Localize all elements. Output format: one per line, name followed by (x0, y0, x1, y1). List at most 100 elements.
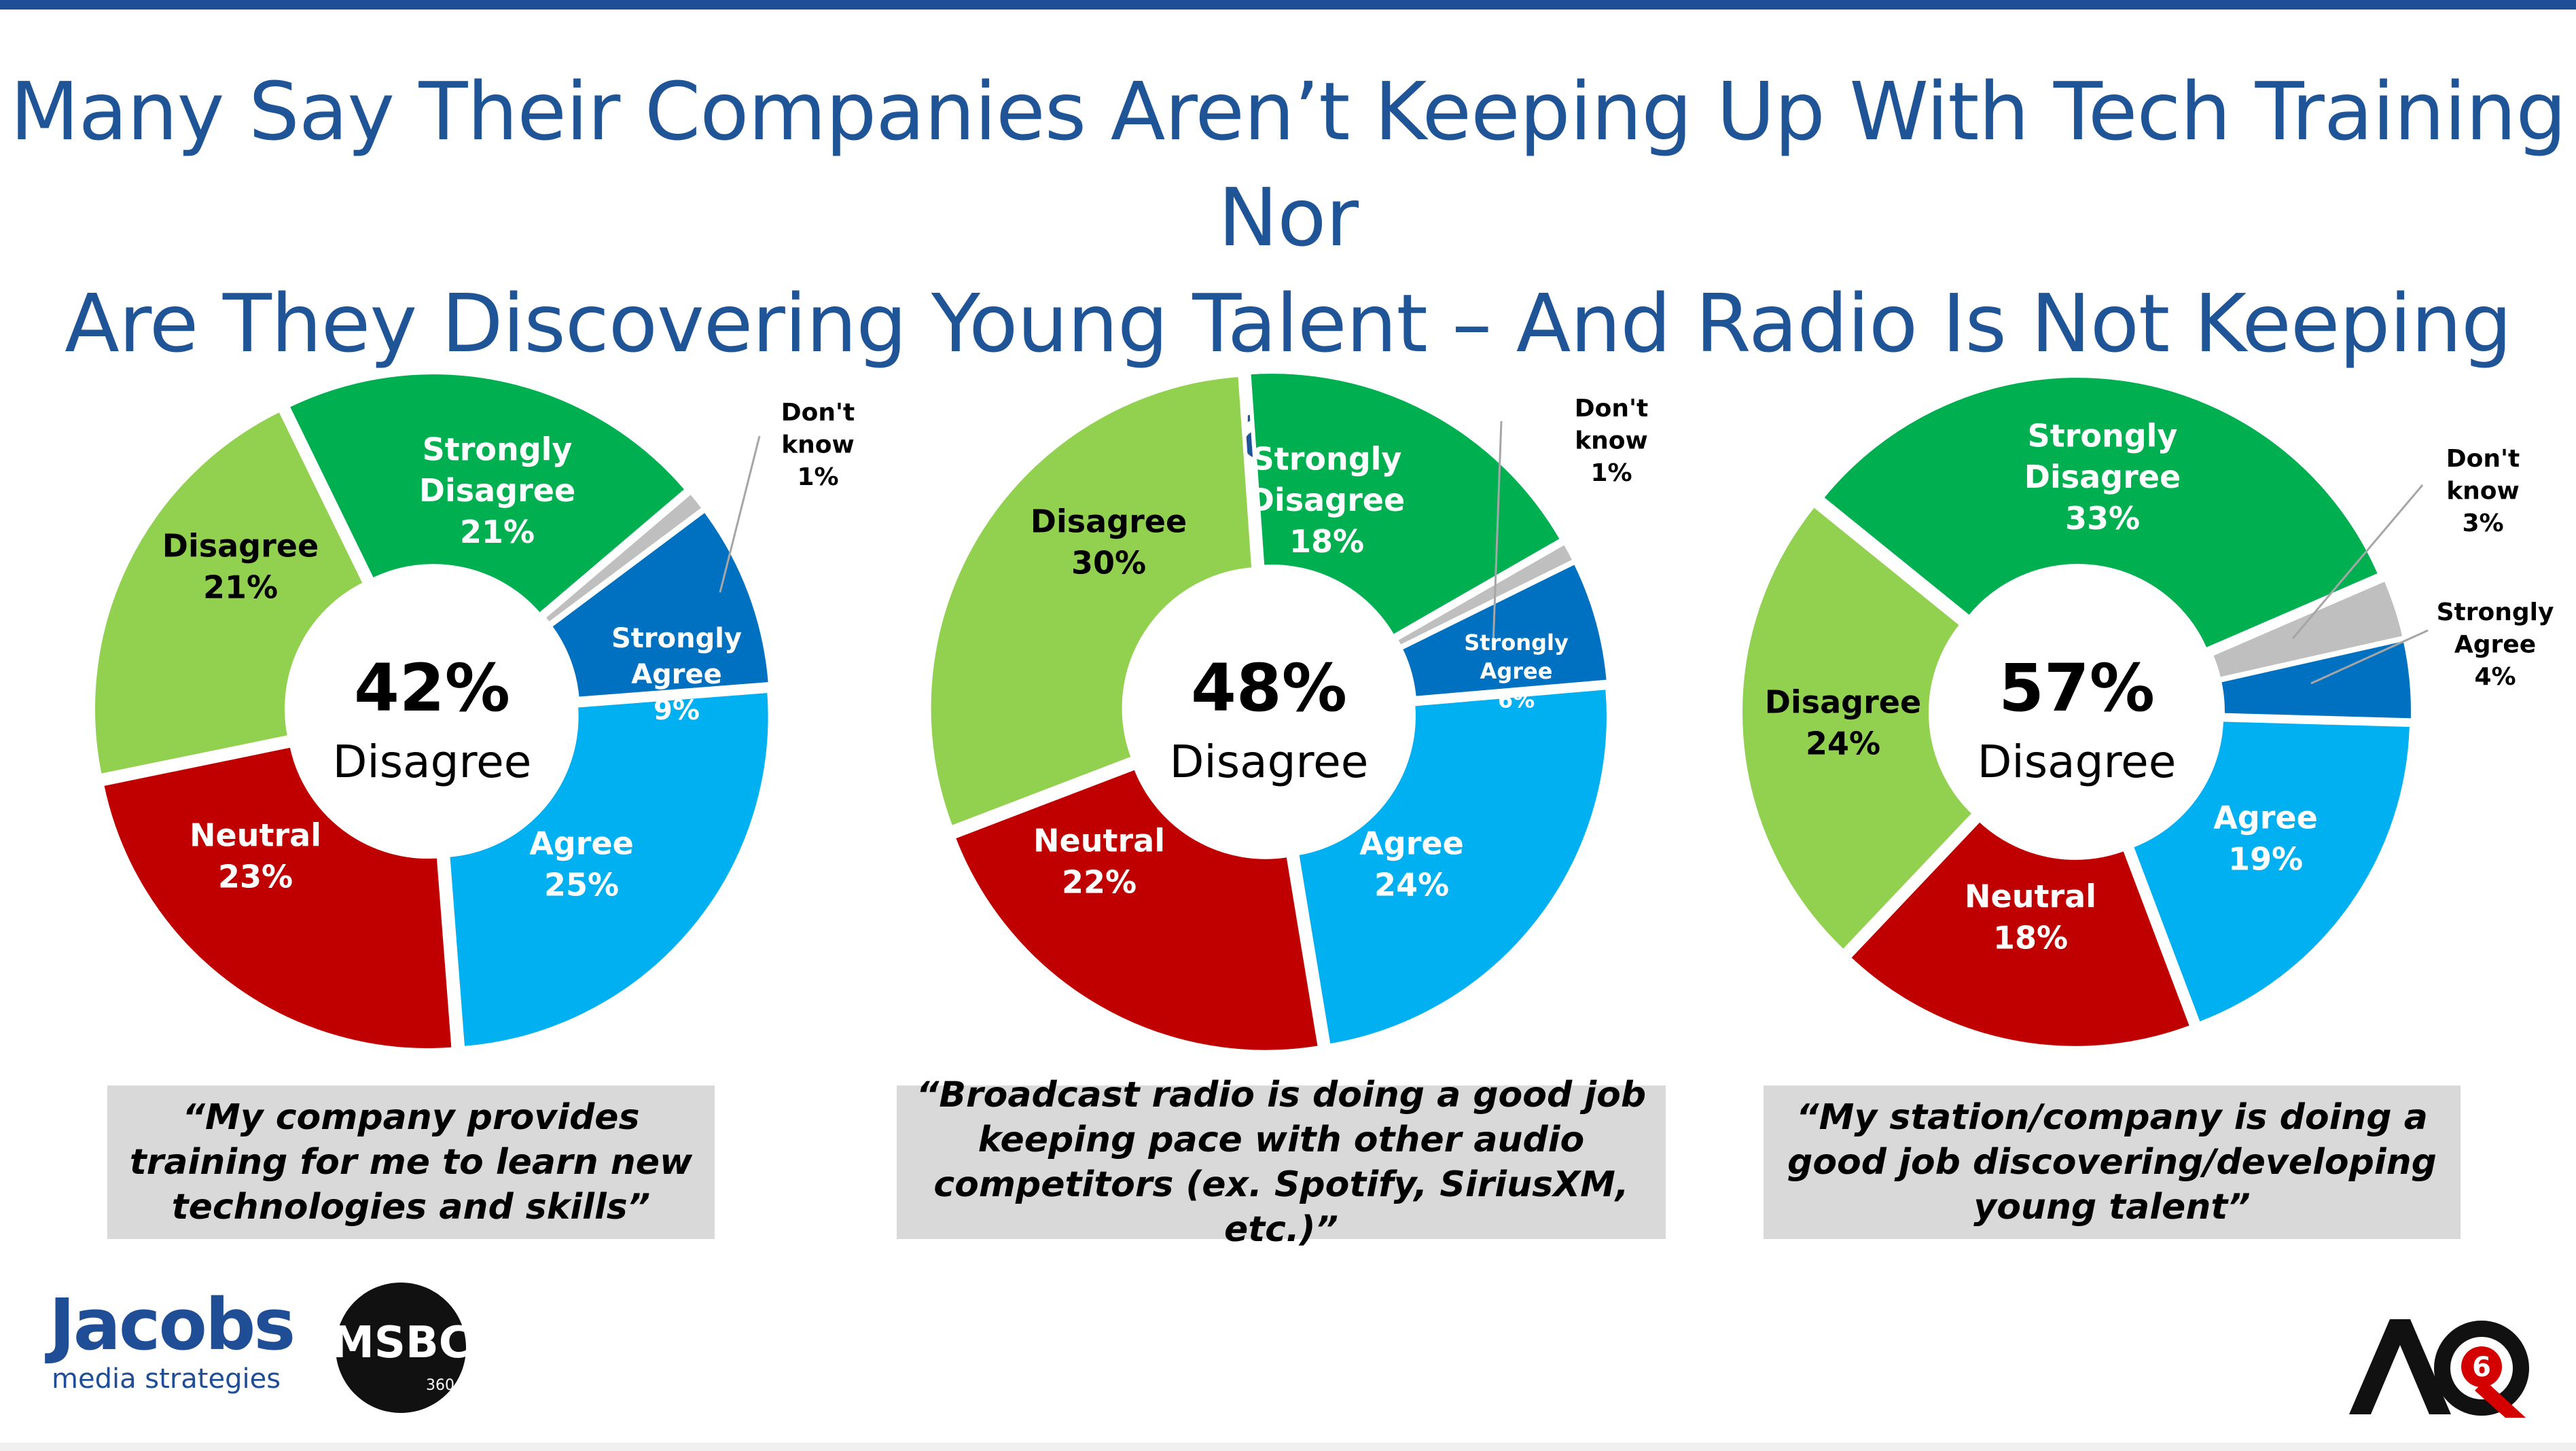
donut-1-center-value: 42% (354, 650, 510, 726)
donut-3-label-2: Don't know 3% (2446, 445, 2520, 537)
donut-1-leader-1 (719, 435, 761, 593)
donut-1-label-3: Strongly Agree 9% (611, 623, 742, 726)
donut-1-label-3-line: Agree (631, 659, 722, 690)
donut-chart-3: 57% Disagree Strongly Disagree 33% Don't know 3… (1738, 374, 2554, 1050)
donut-2-label-4-line: Agree (1359, 825, 1464, 862)
donut-3-label-6-line: Disagree (1765, 684, 1921, 721)
donut-3-label-3-line: Agree (2454, 631, 2536, 659)
jacobs-logo-name: Jacobs (49, 1283, 296, 1366)
donut-1-label-1-line: Disagree (419, 472, 575, 509)
donut-2-slice-6 (927, 372, 1256, 831)
bottom-edge (0, 1443, 2576, 1451)
donut-1-slice-5 (99, 742, 456, 1052)
donut-1-label-1-line: Strongly (423, 431, 573, 467)
donut-3-slice-4 (2128, 717, 2414, 1027)
donut-1-label-4-line: 25% (544, 866, 619, 903)
donut-1-label-5: Neutral 23% (190, 817, 321, 895)
donut-2-label-2-line: Don't (1575, 395, 1648, 423)
donut-2-label-6-line: Disagree (1031, 503, 1187, 540)
donut-2-label-6-line: 30% (1071, 544, 1146, 581)
donut-1-label-2-line: know (781, 431, 855, 459)
donut-3-hole (1940, 575, 2213, 848)
donut-3-label-1-line: 33% (2065, 500, 2140, 537)
donut-2-label-5: Neutral 22% (1033, 823, 1165, 901)
donut-3-center-value: 57% (1999, 650, 2155, 726)
donut-1-label-3-line: 9% (654, 695, 700, 726)
donut-chart-1: 42% Disagree Strongly Disagree 21% Don't know 1… (91, 370, 855, 1052)
donut-2-hole (1132, 575, 1406, 848)
aq-logo: 6 (2349, 1319, 2529, 1418)
donut-1-label-6-line: 21% (203, 569, 278, 605)
donut-3-label-2-line: 3% (2462, 509, 2503, 537)
donut-1-slice-3 (547, 507, 773, 701)
donut-2-label-2-line: know (1575, 427, 1648, 455)
donut-3-label-3-line: 4% (2474, 663, 2516, 691)
donut-3-label-5: Neutral 18% (1965, 878, 2096, 956)
donut-2-label-3: Strongly Agree 6% (1464, 630, 1569, 713)
donut-2-label-3-line: 6% (1498, 687, 1535, 713)
donut-1-label-1-line: 21% (460, 514, 535, 550)
donut-3-label-4-line: 19% (2228, 840, 2303, 877)
donut-3-label-1: Strongly Disagree 33% (2024, 417, 2181, 536)
donut-1-slice-2 (540, 488, 707, 628)
donut-2-slice-4 (1294, 685, 1611, 1049)
donut-2-label-5-line: Neutral (1033, 823, 1165, 859)
donut-3-label-1-line: Strongly (2028, 417, 2178, 454)
donut-3-label-5-line: 18% (1993, 919, 2068, 956)
msbc-logo-sub: 360 (426, 1377, 454, 1394)
donut-1-label-2-line: Don't (781, 399, 855, 427)
donut-chart-2: 48% Disagree Strongly Disagree 18% Don't know 1… (927, 370, 1648, 1054)
donut-1-label-1: Strongly Disagree 21% (419, 431, 575, 550)
donut-1-label-5-line: 23% (218, 858, 293, 895)
donut-3-label-4-line: Agree (2213, 800, 2318, 836)
donut-2-leader-1 (1492, 420, 1503, 646)
donut-3-slice-6 (1738, 502, 1978, 954)
donut-2-label-1-line: Strongly (1252, 440, 1402, 477)
donut-2-label-6: Disagree 30% (1031, 503, 1187, 581)
donut-2-label-1-line: Disagree (1249, 482, 1405, 518)
donut-2-center-value: 48% (1191, 650, 1347, 726)
donut-1-slice-4 (446, 688, 772, 1051)
donut-3-label-3-line: Strongly (2437, 598, 2554, 626)
msbc-logo: MSBC 360 (334, 1283, 467, 1413)
jacobs-logo-tagline: media strategies (52, 1363, 281, 1395)
donut-1-hole (296, 575, 569, 848)
donut-3-label-2-line: know (2446, 478, 2520, 505)
donut-1-center-label: Disagree (333, 736, 532, 788)
top-accent-bar (0, 0, 2576, 10)
donut-2-slice-1 (1247, 370, 1565, 640)
msbc-logo-text: MSBC (334, 1318, 467, 1368)
donut-3-label-1-line: Disagree (2024, 459, 2181, 495)
donut-3-slice-1 (1819, 374, 2383, 653)
donut-1-label-6: Disagree 21% (162, 528, 319, 606)
donut-1-slice-1 (285, 370, 690, 618)
donut-3-slice-5 (1846, 817, 2195, 1050)
donut-2-slice-5 (950, 765, 1323, 1054)
donut-1-label-3-line: Strongly (611, 623, 742, 654)
donut-3-label-3: Strongly Agree 4% (2437, 598, 2554, 691)
donut-2-center-label: Disagree (1170, 736, 1369, 788)
chart-2-caption: “Broadcast radio is doing a good job kee… (897, 1075, 1666, 1250)
donut-2-label-2: Don't know 1% (1575, 395, 1648, 487)
donut-1-label-2-line: 1% (797, 463, 838, 491)
donut-1-label-5-line: Neutral (190, 817, 321, 854)
donut-2-slice-3 (1397, 559, 1611, 701)
donut-2-label-3-line: Agree (1480, 658, 1553, 684)
donut-3-label-4: Agree 19% (2213, 800, 2318, 878)
donut-1-label-2: Don't know 1% (781, 399, 855, 491)
donut-2-label-1: Strongly Disagree 18% (1249, 440, 1405, 559)
aq-logo-badge: 6 (2472, 1352, 2491, 1383)
donut-3-label-6-line: 24% (1806, 725, 1880, 762)
donut-3-label-6: Disagree 24% (1765, 684, 1921, 762)
donut-1-label-6-line: Disagree (162, 528, 319, 565)
chart-3-caption: “My station/company is doing a good job … (1764, 1086, 2461, 1239)
donut-3-center-label: Disagree (1978, 736, 2177, 788)
donut-2-label-3-line: Strongly (1464, 630, 1569, 656)
donut-3-label-5-line: Neutral (1965, 878, 2096, 915)
donut-3-leader-1 (2291, 484, 2424, 639)
donut-3-label-2-line: Don't (2446, 445, 2520, 473)
chart-1-caption: “My company provides training for me to … (107, 1086, 715, 1239)
donut-3-leader-2 (2310, 629, 2429, 685)
